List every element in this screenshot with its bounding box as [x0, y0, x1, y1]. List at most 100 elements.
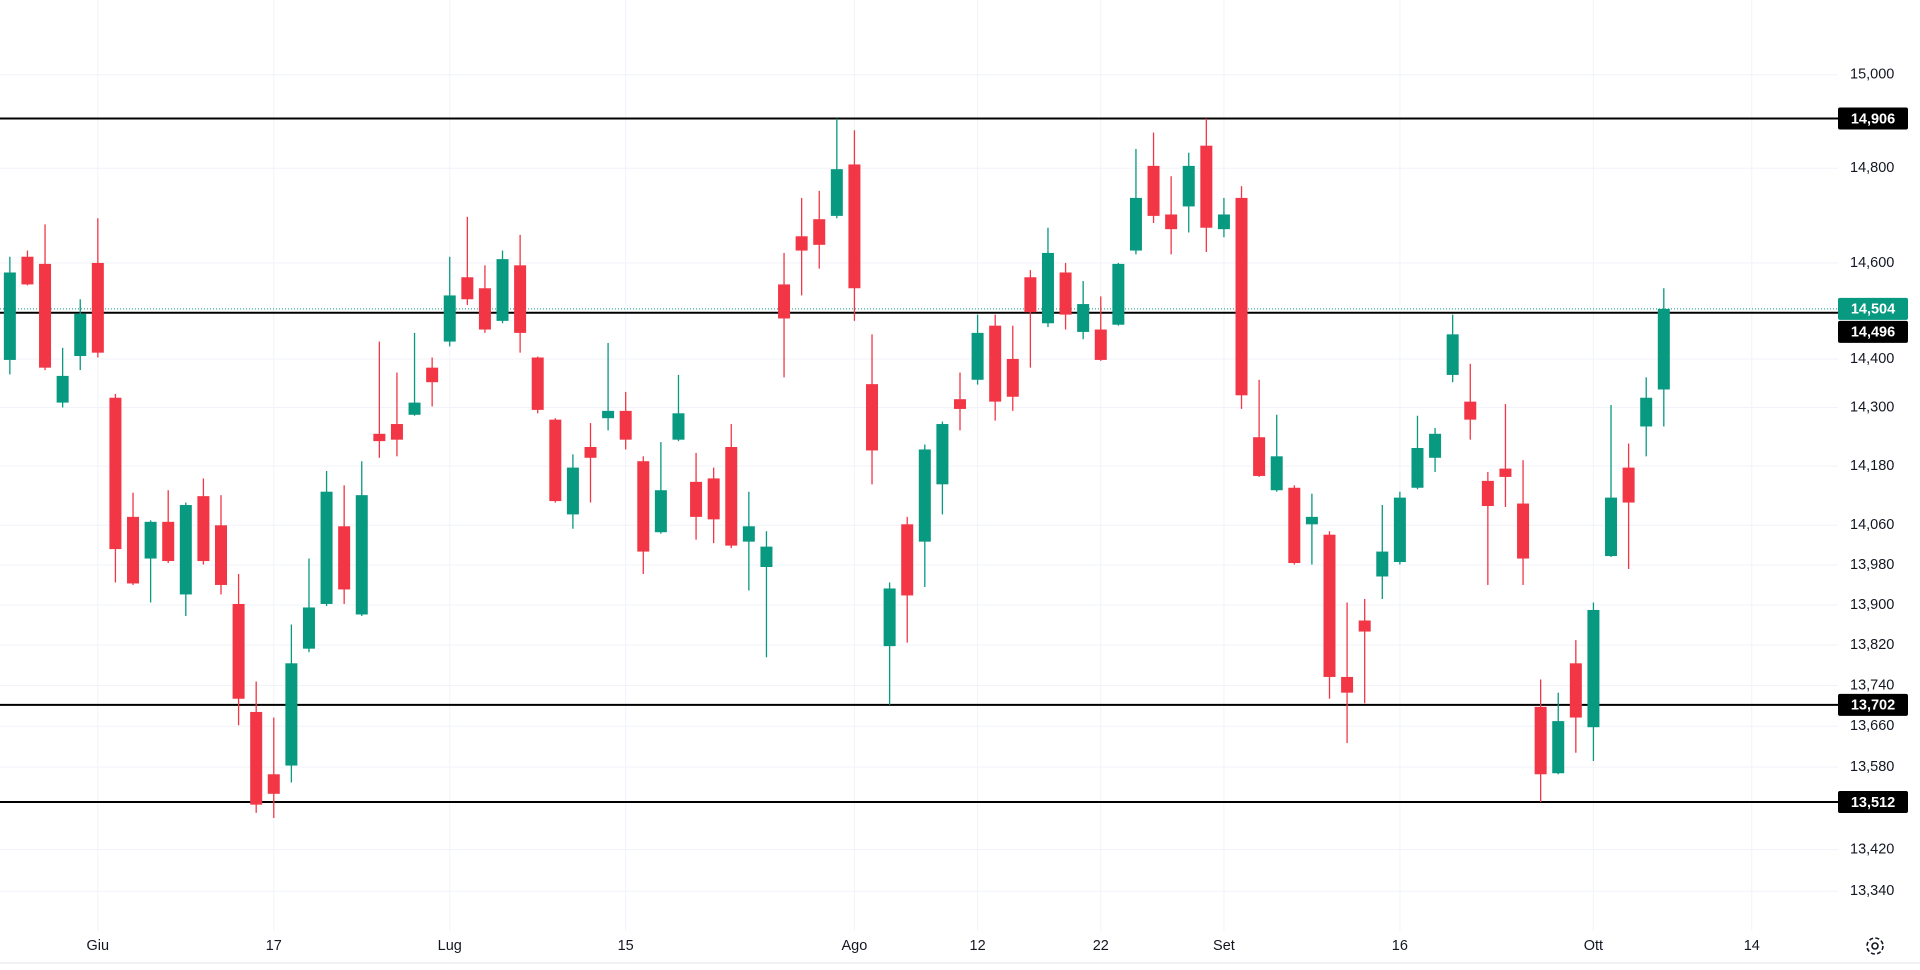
x-tick-label: Ott [1584, 938, 1603, 954]
level-tag [1838, 693, 1908, 716]
candle-body [848, 164, 861, 289]
candle-body [1481, 480, 1494, 507]
candle-body [690, 481, 703, 517]
x-tick-label: 16 [1392, 938, 1408, 954]
candle-body [496, 259, 509, 321]
candle-body [1569, 663, 1582, 718]
candle-body [514, 265, 527, 333]
y-tick-label: 13,420 [1850, 841, 1894, 857]
candle-body [373, 433, 386, 442]
candle-body [1499, 468, 1512, 477]
candle-body [1059, 272, 1072, 315]
candle-body [936, 424, 949, 485]
settings-icon[interactable] [1866, 937, 1884, 955]
candle-body [1200, 145, 1213, 228]
settings-gear[interactable] [1866, 937, 1884, 955]
level-label: 14,906 [1851, 111, 1895, 127]
y-tick-label: 13,740 [1850, 677, 1894, 693]
candle-body [338, 526, 351, 590]
candle-body [1605, 497, 1618, 557]
candle-body [109, 397, 122, 550]
candle-body [267, 774, 280, 794]
candle-body [426, 367, 439, 383]
candle-body [1376, 551, 1389, 577]
candle-body [883, 588, 896, 647]
candle-body [197, 496, 210, 562]
candle-body [355, 495, 368, 615]
candle-body [461, 277, 474, 300]
candle-body [1270, 456, 1283, 491]
candle-body [672, 413, 685, 440]
candle-body [813, 219, 826, 245]
candle-body [1587, 609, 1600, 728]
y-tick-label: 14,300 [1850, 399, 1894, 415]
candle-body [1657, 308, 1670, 390]
candle-body [232, 603, 245, 699]
grid [0, 0, 1838, 931]
candle-body [214, 525, 227, 585]
x-tick-label: Set [1213, 938, 1235, 954]
candle-body [1341, 676, 1354, 693]
candle-body [1446, 334, 1459, 375]
candle-body [1358, 620, 1371, 632]
candle-body [1622, 467, 1635, 503]
last-price-tag [1838, 297, 1908, 320]
candle-body [1393, 497, 1406, 563]
candle-body [778, 284, 791, 319]
level-label: 13,512 [1851, 795, 1895, 811]
y-tick-label: 14,400 [1850, 351, 1894, 367]
y-tick-label: 13,660 [1850, 718, 1894, 734]
level-tag [1838, 791, 1908, 814]
candle-body [742, 526, 755, 542]
candle-body [320, 491, 333, 604]
x-tick-label: 12 [970, 938, 986, 954]
candle-body [1165, 214, 1178, 230]
candle-body [1640, 397, 1653, 427]
candle-body [1552, 721, 1565, 774]
level-tag [1838, 107, 1908, 130]
y-tick-label: 14,600 [1850, 255, 1894, 271]
settings-hub[interactable] [1871, 942, 1879, 950]
y-tick-label: 14,180 [1850, 458, 1894, 474]
level-tag [1838, 320, 1908, 343]
candle-body [795, 236, 808, 251]
candle-body [1094, 329, 1107, 360]
x-tick-label: 15 [618, 938, 634, 954]
candle-body [619, 410, 632, 440]
candle-body [1517, 503, 1530, 559]
candle-body [918, 449, 931, 542]
y-tick-label: 13,900 [1850, 597, 1894, 613]
candle-body [654, 490, 667, 533]
candle-body [408, 402, 421, 415]
candle-body [1534, 706, 1547, 775]
candle-body [74, 313, 87, 357]
candle-body [549, 419, 562, 502]
candle-body [127, 516, 140, 584]
candle-body [602, 410, 615, 419]
last-price-label: 14,504 [1851, 302, 1895, 318]
candle-body [866, 384, 879, 451]
candle-body [1112, 263, 1125, 325]
candle-body [285, 663, 298, 766]
candle-body [584, 447, 597, 458]
candle-body [1464, 401, 1477, 420]
candle-body [1323, 534, 1336, 677]
x-tick-label: 14 [1744, 938, 1760, 954]
candles [3, 118, 1670, 819]
y-tick-label: 15,000 [1850, 67, 1894, 83]
candle-body [443, 295, 456, 342]
candle-body [390, 424, 403, 440]
candle-body [566, 467, 579, 515]
candle-body [91, 262, 104, 353]
candle-body [144, 521, 157, 559]
candle-body [1429, 433, 1442, 458]
candle-body [56, 375, 69, 403]
candle-body [725, 447, 738, 546]
candle-body [1253, 437, 1266, 476]
y-tick-label: 13,820 [1850, 637, 1894, 653]
y-tick-label: 13,580 [1850, 759, 1894, 775]
candle-body [162, 521, 175, 562]
candle-body [901, 524, 914, 596]
